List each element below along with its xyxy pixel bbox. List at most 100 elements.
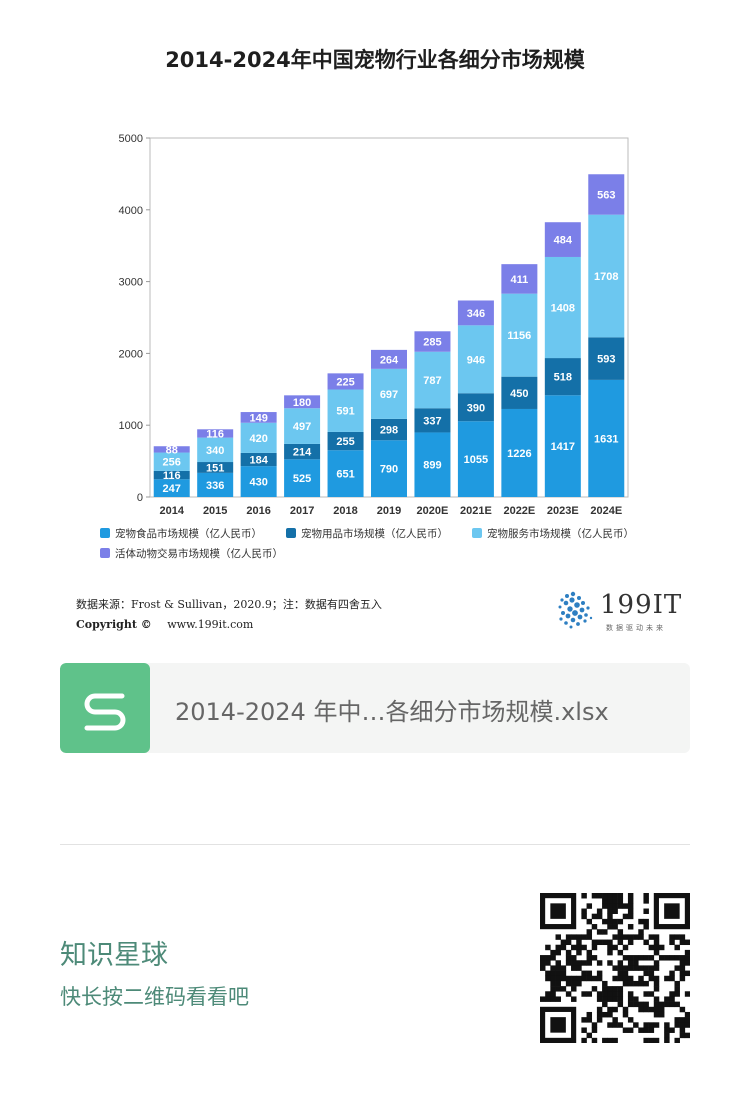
data-source-note: 数据来源：Frost & Sullivan，2020.9；注：数据有四舍五入 [76, 598, 382, 611]
bar-segment [501, 408, 538, 497]
data-label: 116 [206, 428, 224, 440]
footer-title: 知识星球 [60, 940, 168, 971]
bar-segment [544, 256, 581, 359]
legend-swatch [286, 528, 296, 538]
bar-segment [153, 452, 190, 471]
data-label: 1631 [594, 433, 618, 445]
bar-segment [414, 351, 451, 409]
data-label: 149 [249, 412, 267, 424]
legend-swatch [100, 548, 110, 558]
bar-segment [327, 373, 364, 390]
x-tick-label: 2016 [246, 505, 270, 517]
bar-segment [544, 358, 581, 396]
y-tick-label: 2000 [119, 348, 143, 360]
logo-tagline: 数据驱动未来 [606, 624, 666, 632]
data-label: 497 [293, 421, 311, 433]
data-label: 787 [423, 375, 441, 387]
bar-segment [501, 293, 538, 377]
bar-segment [588, 379, 625, 497]
bar-segment [327, 389, 364, 432]
data-label: 285 [423, 337, 441, 349]
data-label: 264 [380, 354, 399, 366]
bar-segment [197, 429, 234, 438]
bar-segment [240, 466, 277, 497]
bar-segment [197, 462, 234, 473]
data-label: 255 [336, 436, 354, 448]
bar-segment [414, 331, 451, 352]
bar-segment [588, 337, 625, 380]
bar-segment [153, 470, 190, 480]
logo-dots-icon [558, 591, 593, 629]
copyright-url[interactable]: www.199it.com [167, 618, 254, 631]
data-label: 525 [293, 473, 311, 485]
bar-segment [371, 418, 407, 441]
legend-label: 活体动物交易市场规模（亿人民币） [115, 547, 283, 560]
file-attachment-card[interactable]: 2014-2024 年中…各细分市场规模.xlsx [60, 663, 690, 753]
data-label: 697 [380, 389, 398, 401]
bar-segment [240, 452, 277, 467]
x-tick-label: 2014 [159, 505, 184, 517]
bar-segment [371, 440, 407, 497]
data-label: 591 [336, 406, 354, 418]
x-tick-label: 2021E [460, 505, 492, 517]
bar-segment [501, 376, 538, 409]
data-label: 420 [249, 433, 267, 445]
data-label: 346 [467, 308, 485, 320]
bar-segment [544, 395, 581, 497]
data-label: 518 [554, 372, 572, 384]
data-label: 593 [597, 354, 615, 366]
footer-subtitle: 快长按二维码看看吧 [60, 985, 249, 1009]
data-label: 180 [293, 397, 311, 409]
bar-segment [153, 479, 190, 497]
y-tick-label: 0 [137, 492, 143, 504]
x-tick-label: 2015 [203, 505, 227, 517]
bar-segment [327, 450, 364, 497]
y-tick-label: 4000 [119, 205, 143, 217]
bar-segment [197, 472, 234, 497]
brand-logo: 199IT 数据驱动未来 [556, 590, 686, 634]
x-tick-label: 2019 [377, 505, 401, 517]
data-label: 411 [510, 274, 528, 286]
data-label: 790 [380, 464, 398, 476]
bar-segment [284, 408, 321, 444]
copyright-line: Copyright © www.199it.com [76, 618, 253, 631]
data-label: 340 [206, 445, 224, 457]
data-label: 214 [293, 447, 312, 459]
copyright-label: Copyright © [76, 618, 152, 631]
data-label: 336 [206, 480, 224, 492]
bar-segment [501, 264, 538, 294]
legend-label: 宠物用品市场规模（亿人民币） [301, 527, 448, 540]
stacked-bar-chart: 0100020003000400050002471162568820143361… [100, 133, 634, 560]
data-label: 946 [467, 354, 485, 366]
data-label: 651 [336, 469, 354, 481]
bar-segment [457, 300, 494, 326]
data-label: 256 [163, 457, 181, 469]
data-label: 1055 [464, 454, 488, 466]
bar-segment [544, 222, 581, 257]
data-label: 1156 [507, 330, 531, 342]
x-tick-label: 2018 [333, 505, 357, 517]
bar-segment [240, 412, 277, 423]
legend-label: 宠物食品市场规模（亿人民币） [115, 527, 262, 540]
bar-segment [371, 349, 407, 369]
data-label: 247 [163, 483, 181, 495]
legend-swatch [472, 528, 482, 538]
data-label: 225 [336, 376, 354, 388]
data-label: 899 [423, 460, 441, 472]
spreadsheet-file-icon [60, 663, 150, 753]
data-label: 430 [249, 477, 267, 489]
data-label: 298 [380, 425, 398, 437]
data-label: 88 [166, 444, 178, 456]
bar-segment [457, 393, 494, 422]
data-label: 390 [467, 402, 485, 414]
legend-label: 宠物服务市场规模（亿人民币） [487, 527, 634, 540]
x-tick-label: 2020E [417, 505, 449, 517]
qr-code[interactable] [540, 893, 691, 1044]
x-tick-label: 2017 [290, 505, 314, 517]
bar-segment [284, 443, 321, 460]
x-tick-label: 2023E [547, 505, 579, 517]
bar-segment [327, 431, 364, 451]
data-label: 1408 [551, 303, 575, 315]
file-name: 2014-2024 年中…各细分市场规模.xlsx [175, 698, 609, 726]
bar-segment [284, 395, 321, 409]
